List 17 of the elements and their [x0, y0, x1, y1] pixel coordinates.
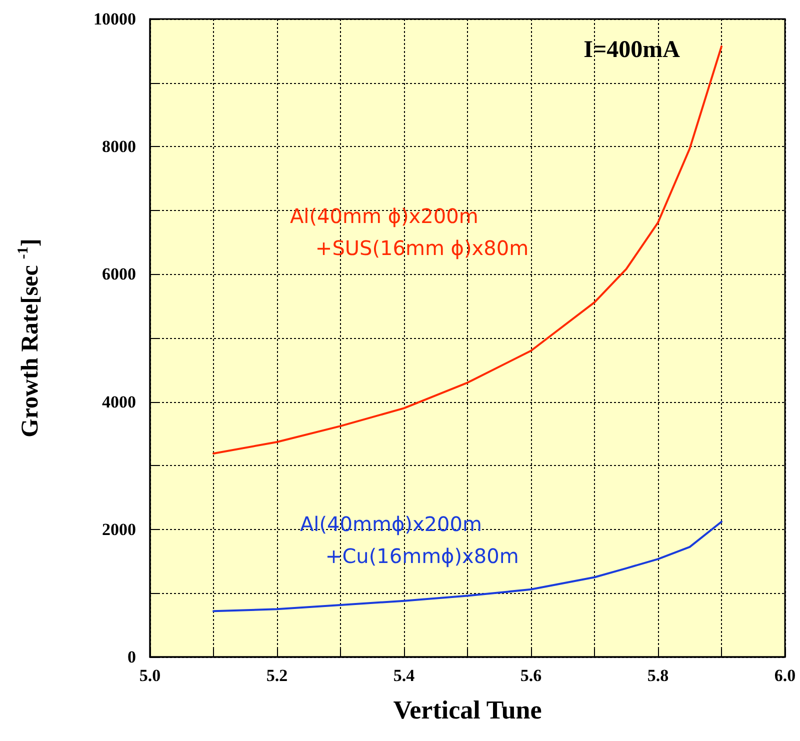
x-tick-label: 5.2	[266, 666, 288, 685]
x-tick-label: 5.0	[139, 666, 161, 685]
x-tick-label: 5.8	[647, 666, 669, 685]
x-axis-title: Vertical Tune	[393, 696, 542, 724]
y-axis-title: Growth Rate[sec -1]	[16, 238, 44, 438]
x-tick-label: 5.6	[520, 666, 542, 685]
y-tick-label: 10000	[94, 10, 136, 28]
x-tick-label: 5.4	[393, 666, 416, 685]
y-tick-label: 8000	[102, 137, 136, 156]
annotation: I=400mA	[584, 37, 681, 63]
text: Al(40mm ϕ)x200m +SUS(16mm ϕ)x80m	[290, 204, 529, 260]
y-tick-label: 6000	[102, 264, 136, 284]
y-tick-label: 4000	[102, 392, 136, 412]
x-tick-label: 6.0	[774, 666, 796, 685]
y-tick-label: 0	[128, 648, 136, 666]
series-label: Al(40mmϕ)x200m +Cu(16mmϕ)x80m	[300, 512, 519, 568]
y-tick-label: 2000	[102, 520, 136, 539]
